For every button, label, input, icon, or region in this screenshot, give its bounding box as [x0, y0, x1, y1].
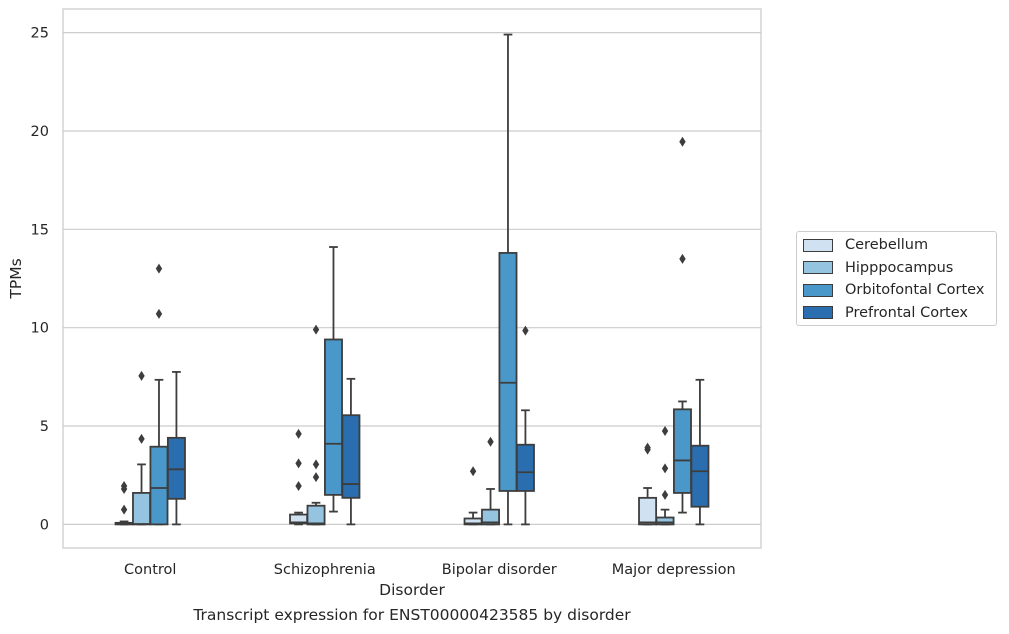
- y-tick-label: 10: [31, 321, 49, 337]
- legend-item: Cerebellum: [803, 234, 928, 256]
- box: [149, 445, 169, 526]
- legend-swatch: [803, 238, 833, 252]
- y-tick-labels: 0 5 10 15 20 25: [31, 26, 49, 534]
- box: [498, 252, 518, 492]
- legend-label: Prefrontal Cortex: [845, 304, 968, 321]
- box: [690, 444, 710, 508]
- box: [673, 408, 692, 494]
- outlier-point: [312, 459, 320, 470]
- legend-item: Orbitofontal Cortex: [803, 279, 984, 301]
- box: [655, 516, 675, 526]
- y-tick-label: 25: [31, 26, 49, 42]
- x-tick-label: Bipolar disorder: [442, 562, 557, 578]
- outlier-point: [120, 504, 128, 515]
- box: [638, 496, 658, 526]
- outlier-point: [661, 463, 669, 474]
- outlier-point: [295, 428, 302, 439]
- outlier-point: [644, 442, 651, 453]
- box: [166, 436, 186, 500]
- x-tick-label: Control: [124, 562, 176, 578]
- y-axis-label: TPMs: [7, 258, 25, 299]
- series-prefrontal-cortex: [166, 325, 710, 526]
- outlier-point: [120, 481, 128, 492]
- outlier-point: [138, 433, 145, 444]
- chart-caption: Transcript expression for ENST0000042358…: [193, 606, 631, 624]
- box: [324, 338, 343, 496]
- box: [132, 492, 151, 526]
- outlier-point: [679, 253, 686, 264]
- y-tick-label: 15: [31, 222, 49, 238]
- legend-label: Orbitofontal Cortex: [845, 282, 985, 298]
- legend-label: Cerebellum: [845, 237, 929, 253]
- box: [481, 508, 500, 526]
- outlier-point: [155, 263, 163, 274]
- series-hipppocampus: [132, 324, 675, 526]
- x-tick-label: Schizophrenia: [274, 562, 376, 578]
- x-axis-label: Disorder: [379, 581, 445, 599]
- series-cerebellum: [114, 428, 658, 526]
- box-series: [114, 33, 710, 526]
- box: [341, 414, 361, 499]
- outlier-point: [661, 489, 669, 500]
- legend-swatch: [803, 283, 833, 297]
- box: [515, 443, 535, 492]
- x-tick-labels: Control Schizophrenia Bipolar disorder Majo…: [124, 562, 736, 578]
- outlier-point: [679, 136, 686, 147]
- outlier-point: [661, 425, 669, 436]
- y-tick-label: 5: [40, 419, 49, 435]
- legend-swatch: [803, 306, 833, 319]
- outlier-point: [295, 481, 302, 492]
- outlier-point: [469, 466, 477, 477]
- outlier-point: [522, 325, 529, 336]
- legend-item: Prefrontal Cortex: [803, 302, 968, 324]
- outlier-point: [295, 458, 302, 469]
- legend-label: Hipppocampus: [845, 259, 954, 276]
- plot-frame: [62, 8, 762, 549]
- y-tick-label: 20: [31, 124, 49, 140]
- legend: Cerebellum Hipppocampus Orbitofontal Corte…: [796, 231, 997, 326]
- outlier-point: [155, 308, 163, 319]
- outlier-point: [312, 324, 320, 335]
- y-tick-label: 0: [40, 517, 49, 533]
- series-orbitofontal-cortex: [149, 33, 692, 526]
- outlier-point: [487, 436, 494, 447]
- legend-item: Hipppocampus: [803, 257, 953, 279]
- legend-swatch: [803, 261, 833, 274]
- outlier-point: [138, 370, 145, 381]
- outlier-point: [312, 472, 320, 483]
- x-tick-label: Major depression: [612, 562, 736, 578]
- box: [306, 504, 326, 526]
